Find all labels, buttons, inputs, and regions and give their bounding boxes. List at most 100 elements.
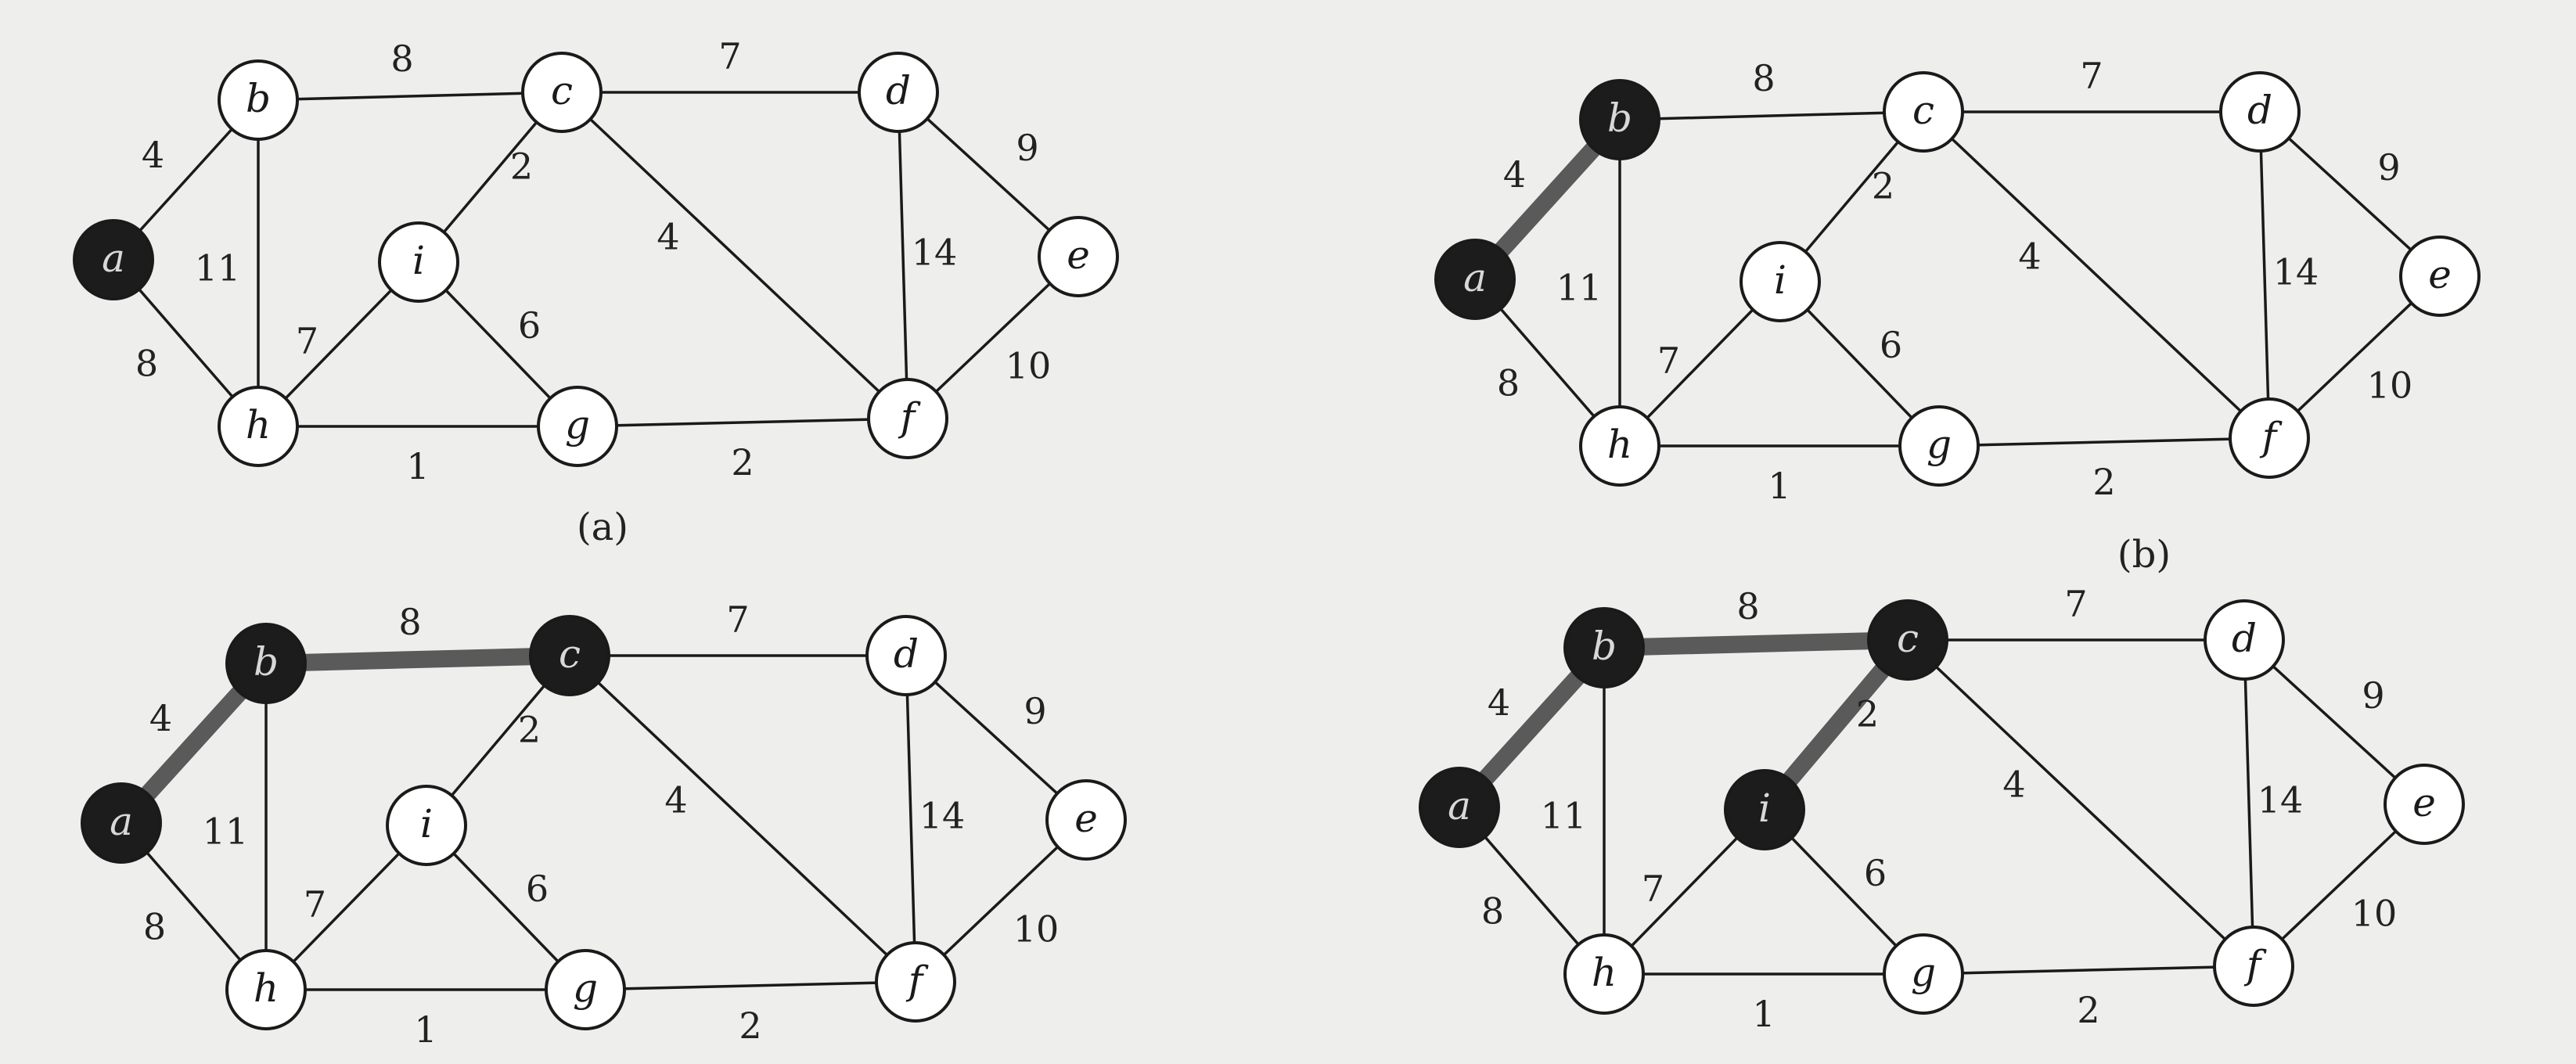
node-i <box>1724 769 1805 850</box>
edge-weight-a-h: 8 <box>1497 362 1520 404</box>
node-label-h: h <box>246 402 271 448</box>
selected-edge-b-c <box>257 647 578 672</box>
edge-weight-c-d: 7 <box>2064 583 2087 625</box>
node-label-i: i <box>412 238 425 283</box>
edge-d-f <box>897 92 909 419</box>
edge-weight-a-h: 8 <box>135 343 158 385</box>
node-label-e: e <box>2412 780 2436 825</box>
edge-weight-a-b: 4 <box>149 697 172 739</box>
node-b <box>1563 607 1645 688</box>
edge-b-c <box>257 91 563 102</box>
edge-weight-c-d: 7 <box>726 598 749 641</box>
edge-weight-e-f: 10 <box>1006 345 1052 387</box>
edge-weight-d-f: 14 <box>919 795 966 837</box>
edge-d-f <box>905 655 917 983</box>
node-d <box>865 615 947 696</box>
edge-weight-a-b: 4 <box>142 134 164 176</box>
edge-weight-b-h: 11 <box>1541 795 1587 837</box>
edge-weight-a-h: 8 <box>1481 890 1504 933</box>
node-d <box>2219 71 2301 153</box>
node-a <box>73 219 154 300</box>
node-i <box>1740 241 1821 322</box>
node-label-a: a <box>1448 783 1471 829</box>
node-f <box>2213 926 2294 1007</box>
node-label-b: b <box>1607 95 1632 141</box>
edge-weight-a-h: 8 <box>143 906 166 948</box>
edge-weight-c-d: 7 <box>718 35 741 77</box>
node-d <box>2204 599 2285 681</box>
edge-c-f <box>560 91 909 420</box>
node-label-i: i <box>1758 785 1771 831</box>
node-label-g: g <box>565 402 590 448</box>
edge-weight-d-f: 14 <box>912 232 958 274</box>
node-label-c: c <box>1912 88 1934 133</box>
edge-c-f <box>1922 110 2271 440</box>
node-label-e: e <box>1067 232 1090 278</box>
node-label-d: d <box>886 68 911 113</box>
node-label-g: g <box>1911 950 1936 995</box>
edge-weight-b-c: 8 <box>390 38 413 80</box>
node-f <box>2229 397 2310 479</box>
edge-weight-h-i: 7 <box>1657 340 1680 382</box>
node-a <box>1434 239 1516 320</box>
edge-weight-h-g: 1 <box>1768 465 1790 507</box>
edge-weight-c-f: 4 <box>657 216 679 258</box>
node-label-g: g <box>573 965 598 1011</box>
node-label-h: h <box>1592 950 1617 995</box>
node-h <box>1563 933 1645 1015</box>
edge-weight-b-h: 11 <box>1556 267 1603 309</box>
node-c <box>529 615 610 696</box>
edge-weight-a-b: 4 <box>1488 681 1510 724</box>
edge-weight-d-f: 14 <box>2258 779 2304 821</box>
edge-weight-d-e: 9 <box>2362 674 2384 717</box>
node-label-a: a <box>102 235 125 281</box>
edge-weight-i-g: 6 <box>1880 324 1902 366</box>
node-g <box>1898 405 1980 487</box>
node-a <box>81 782 162 864</box>
edge-weight-h-g: 1 <box>1752 993 1775 1035</box>
edge-d-f <box>2243 639 2255 967</box>
node-h <box>218 386 299 467</box>
node-g <box>537 386 618 467</box>
node-a <box>1419 767 1500 848</box>
node-f <box>875 941 956 1023</box>
edge-weight-d-e: 9 <box>1016 127 1038 169</box>
node-label-c: c <box>559 631 581 677</box>
node-e <box>1038 216 1119 297</box>
node-i <box>386 785 467 866</box>
node-label-c: c <box>551 68 573 113</box>
edge-weight-i-g: 6 <box>526 868 549 910</box>
node-b <box>1579 79 1660 160</box>
edge-weight-i-g: 6 <box>518 304 541 347</box>
edge-weight-b-h: 11 <box>195 247 241 289</box>
edge-weight-c-i: 2 <box>1872 165 1894 207</box>
edge-weight-g-f: 2 <box>731 441 754 483</box>
edge-weight-i-g: 6 <box>1864 852 1887 894</box>
edge-weight-b-c: 8 <box>1752 57 1775 99</box>
edge-weight-c-i: 2 <box>510 146 533 188</box>
edge-weight-c-f: 4 <box>664 779 687 821</box>
node-label-d: d <box>894 631 919 677</box>
edge-g-f <box>1938 437 2270 448</box>
node-label-i: i <box>1774 257 1786 303</box>
node-label-b: b <box>1592 624 1617 669</box>
node-c <box>1883 71 1964 153</box>
node-label-d: d <box>2232 616 2257 661</box>
node-label-e: e <box>1074 796 1098 841</box>
edge-weight-e-f: 10 <box>2351 893 2398 935</box>
node-g <box>545 949 626 1030</box>
edge-weight-c-f: 4 <box>2002 764 2025 806</box>
edge-weight-g-f: 2 <box>2092 461 2115 503</box>
node-label-b: b <box>254 639 279 685</box>
node-label-c: c <box>1897 616 1919 661</box>
edge-weight-h-i: 7 <box>1642 868 1664 910</box>
edge-weight-e-f: 10 <box>2367 365 2413 407</box>
node-b <box>225 623 307 704</box>
edge-weight-g-f: 2 <box>739 1005 761 1047</box>
edge-weight-d-f: 14 <box>2273 251 2319 293</box>
